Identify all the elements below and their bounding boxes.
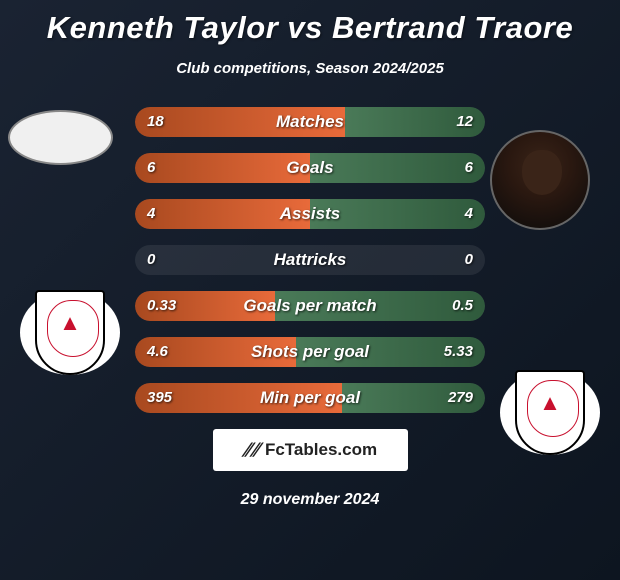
stat-label: Hattricks — [135, 245, 485, 275]
brand-badge: ⫽⫽ FcTables.com — [213, 429, 408, 471]
stat-label: Min per goal — [135, 383, 485, 413]
player-left-avatar — [8, 110, 113, 165]
stat-row: 395279Min per goal — [135, 383, 485, 413]
player-right-avatar — [490, 130, 590, 230]
stat-row: 4.65.33Shots per goal — [135, 337, 485, 367]
stat-label: Matches — [135, 107, 485, 137]
stats-comparison-table: 1812Matches 66Goals 44Assists 00Hattricks 0.… — [135, 107, 485, 413]
stat-label: Shots per goal — [135, 337, 485, 367]
comparison-subtitle: Club competitions, Season 2024/2025 — [0, 60, 620, 77]
stat-row: 0.330.5Goals per match — [135, 291, 485, 321]
stat-row: 1812Matches — [135, 107, 485, 137]
stat-label: Goals per match — [135, 291, 485, 321]
stat-row: 66Goals — [135, 153, 485, 183]
brand-icon: ⫽⫽ — [241, 440, 260, 461]
comparison-date: 29 november 2024 — [0, 491, 620, 509]
brand-text: FcTables.com — [265, 440, 377, 460]
club-crest-left — [20, 290, 120, 375]
comparison-title: Kenneth Taylor vs Bertrand Traore — [0, 0, 620, 46]
stat-row: 00Hattricks — [135, 245, 485, 275]
stat-label: Assists — [135, 199, 485, 229]
club-crest-right — [500, 370, 600, 455]
stat-label: Goals — [135, 153, 485, 183]
stat-row: 44Assists — [135, 199, 485, 229]
